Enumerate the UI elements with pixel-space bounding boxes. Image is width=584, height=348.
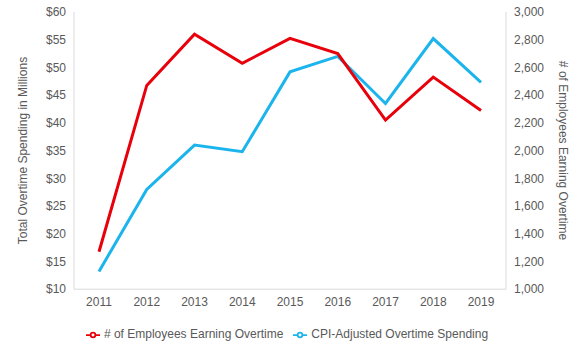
svg-text:2017: 2017	[372, 295, 399, 309]
svg-text:2014: 2014	[229, 295, 256, 309]
svg-text:$30: $30	[46, 172, 66, 186]
html-text:CPI-Adjusted Overtime Spending: CPI-Adjusted Overtime Spending	[311, 327, 489, 342]
svg-text:2019: 2019	[468, 295, 495, 309]
svg-text:2012: 2012	[133, 295, 160, 309]
svg-text:$20: $20	[46, 227, 66, 241]
svg-text:1,200: 1,200	[514, 255, 544, 269]
svg-text:$40: $40	[46, 116, 66, 130]
svg-text:$45: $45	[46, 88, 66, 102]
svg-text:2016: 2016	[324, 295, 351, 309]
svg-text:1,000: 1,000	[514, 282, 544, 296]
svg-text:2,600: 2,600	[514, 61, 544, 75]
svg-text:2,400: 2,400	[514, 88, 544, 102]
svg-text:2013: 2013	[181, 295, 208, 309]
svg-text:Total Overtime Spending in Mil: Total Overtime Spending in Millions	[16, 57, 30, 244]
svg-text:$55: $55	[46, 33, 66, 47]
svg-text:2,800: 2,800	[514, 33, 544, 47]
svg-text:2018: 2018	[420, 295, 447, 309]
svg-text:$60: $60	[46, 5, 66, 19]
svg-text:1,800: 1,800	[514, 172, 544, 186]
svg-text:2,200: 2,200	[514, 116, 544, 130]
html-text:# of Employees Earning Overtim: # of Employees Earning Overtime	[103, 327, 284, 342]
svg-text:2011: 2011	[86, 295, 112, 309]
svg-text:1,600: 1,600	[514, 199, 544, 213]
svg-text:$50: $50	[46, 61, 66, 75]
svg-text:1,400: 1,400	[514, 227, 544, 241]
svg-text:2015: 2015	[277, 295, 304, 309]
svg-text:$25: $25	[46, 199, 66, 213]
svg-text:$15: $15	[46, 255, 66, 269]
svg-text:# of Employees Earning Overtim: # of Employees Earning Overtime	[556, 61, 570, 241]
svg-text:3,000: 3,000	[514, 5, 544, 19]
svg-text:$10: $10	[46, 282, 66, 296]
svg-text:2,000: 2,000	[514, 144, 544, 158]
svg-text:$35: $35	[46, 144, 66, 158]
